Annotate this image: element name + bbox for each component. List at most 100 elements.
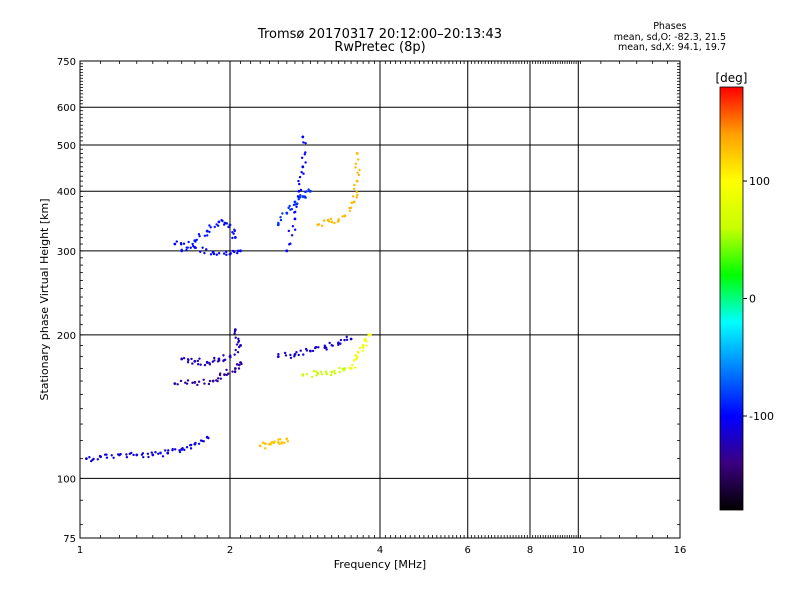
echo-point [154,451,157,454]
echo-point [293,217,297,221]
echo-point [125,455,129,459]
echo-point [323,344,327,347]
echo-point [150,451,153,454]
echo-point [333,221,336,225]
echo-point [285,212,289,215]
echo-point [205,229,209,233]
echo-point [354,366,357,369]
echo-point [237,339,241,343]
echo-point [239,249,242,253]
y-tick-label: 600 [57,103,76,114]
echo-point [311,349,315,353]
echo-point [293,228,297,231]
echo-point [222,223,226,226]
echo-point [218,359,221,362]
echo-point [312,369,316,373]
echo-point [116,453,120,456]
echo-point [337,343,340,347]
echo-point [297,179,300,183]
echo-point [234,348,237,352]
echo-point [222,354,225,357]
echo-point [234,336,237,339]
echo-point [233,367,237,370]
echo-point [201,439,204,443]
echo-point [218,372,222,375]
echo-point [316,372,320,375]
echo-point [351,195,355,198]
echo-point [327,220,331,223]
echo-point [213,359,216,362]
echo-point [303,195,306,198]
echo-point [293,355,296,358]
echo-point [317,223,321,226]
echo-point [295,205,298,208]
echo-point [161,455,165,458]
echo-point [110,454,113,457]
echo-point [298,196,302,199]
echo-point [304,190,307,194]
echo-point [202,378,205,381]
echo-point [345,335,348,339]
echo-point [221,219,224,223]
echo-point [293,200,297,204]
echo-point [185,248,188,252]
echo-point [119,452,122,456]
phase-stats: Phases mean, sd,O: -82.3, 21.5 mean, sd,… [614,21,726,54]
echo-point [185,446,189,449]
echo-point [191,244,195,248]
x-tick-label: 6 [465,545,471,556]
echo-point [285,249,289,253]
echo-point [182,242,186,245]
echo-point [283,351,287,355]
echo-point [283,441,286,445]
echo-point [325,348,328,351]
echo-point [361,344,365,347]
echo-point [197,380,201,383]
echo-point [333,369,336,373]
echo-point [341,215,344,218]
echo-point [351,363,354,367]
echo-point [338,370,341,374]
echo-point [320,224,324,227]
echo-point [231,370,234,373]
echo-point [236,350,240,354]
y-tick-label: 200 [57,331,76,342]
echo-point [358,168,361,172]
echo-point [194,240,197,243]
echo-point [287,206,290,210]
echo-point [173,382,177,386]
echo-point [302,172,305,175]
x-tick-label: 4 [377,545,383,556]
echo-point [343,338,346,342]
echo-point [208,361,211,365]
echo-point [181,447,184,450]
echo-point [339,342,342,345]
echo-point [352,200,356,204]
echo-point [231,236,234,240]
echo-point [179,242,183,245]
echo-point [305,372,309,376]
x-tick-label: 16 [674,545,687,556]
colorbar-tick-label: 0 [749,293,756,306]
echo-point [258,444,262,448]
echo-point [163,449,167,452]
echo-point [96,458,100,461]
echo-point [216,377,220,380]
echo-point [348,366,351,370]
echo-point [229,252,232,255]
echo-point [179,379,183,383]
echo-point [297,198,300,201]
echo-point [208,379,212,383]
echo-point [173,242,177,246]
echo-point [299,349,302,352]
echo-point [225,373,228,377]
echo-point [233,330,237,333]
echo-point [187,358,190,362]
echo-point [205,360,209,364]
echo-point [280,440,284,444]
echo-point [198,357,201,360]
echo-point [211,379,215,383]
echo-point [180,357,184,361]
echo-point [315,345,318,349]
echo-point [184,381,187,384]
